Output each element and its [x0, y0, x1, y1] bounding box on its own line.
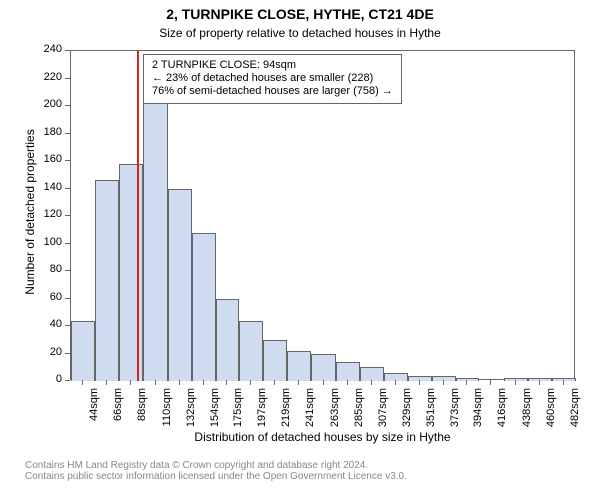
histogram-bar — [336, 362, 360, 381]
y-tick — [65, 78, 70, 79]
x-tick — [130, 380, 131, 385]
x-tick-label: 329sqm — [401, 388, 413, 438]
histogram-bar — [95, 180, 119, 381]
x-tick-label: 285sqm — [353, 388, 365, 438]
x-tick — [515, 380, 516, 385]
x-tick-label: 438sqm — [521, 388, 533, 438]
y-tick — [65, 215, 70, 216]
footer-line-1: Contains HM Land Registry data © Crown c… — [25, 460, 407, 471]
x-tick — [250, 380, 251, 385]
x-tick — [226, 380, 227, 385]
x-tick — [347, 380, 348, 385]
y-tick-label: 220 — [30, 71, 62, 83]
y-tick-label: 180 — [30, 126, 62, 138]
y-tick — [65, 270, 70, 271]
histogram-bar — [408, 376, 432, 382]
footer: Contains HM Land Registry data © Crown c… — [25, 460, 407, 482]
y-tick — [65, 353, 70, 354]
x-tick — [563, 380, 564, 385]
x-tick-label: 263sqm — [329, 388, 341, 438]
y-tick — [65, 243, 70, 244]
y-tick — [65, 188, 70, 189]
y-tick-label: 140 — [30, 181, 62, 193]
y-tick-label: 40 — [30, 318, 62, 330]
x-tick — [179, 380, 180, 385]
x-tick — [371, 380, 372, 385]
y-tick-label: 60 — [30, 291, 62, 303]
x-tick-label: 482sqm — [569, 388, 581, 438]
histogram-bar — [263, 340, 287, 381]
y-tick — [65, 160, 70, 161]
y-tick — [65, 325, 70, 326]
histogram-bar — [71, 321, 95, 382]
y-tick-label: 120 — [30, 208, 62, 220]
x-tick-label: 197sqm — [256, 388, 268, 438]
y-tick-label: 240 — [30, 43, 62, 55]
y-tick — [65, 50, 70, 51]
x-tick-label: 241sqm — [304, 388, 316, 438]
x-tick-label: 219sqm — [280, 388, 292, 438]
x-tick — [539, 380, 540, 385]
y-tick — [65, 298, 70, 299]
x-tick — [298, 380, 299, 385]
chart-subtitle: Size of property relative to detached ho… — [0, 26, 600, 40]
histogram-bar — [287, 351, 311, 381]
x-tick-label: 175sqm — [232, 388, 244, 438]
x-tick-label: 66sqm — [112, 388, 124, 438]
annotation-line-1: 2 TURNPIKE CLOSE: 94sqm — [152, 59, 393, 72]
histogram-bar — [360, 367, 384, 381]
histogram-bar — [143, 101, 167, 382]
x-tick-label: 416sqm — [496, 388, 508, 438]
x-tick — [490, 380, 491, 385]
histogram-bar — [192, 233, 216, 382]
y-tick-label: 200 — [30, 98, 62, 110]
x-tick-label: 44sqm — [88, 388, 100, 438]
x-tick — [155, 380, 156, 385]
y-tick — [65, 380, 70, 381]
x-tick — [323, 380, 324, 385]
histogram-bar — [239, 321, 263, 382]
y-tick-label: 20 — [30, 346, 62, 358]
x-tick-label: 351sqm — [425, 388, 437, 438]
annotation-line-2: ← 23% of detached houses are smaller (22… — [152, 72, 393, 85]
y-tick-label: 100 — [30, 236, 62, 248]
reference-line — [137, 51, 139, 381]
y-tick — [65, 105, 70, 106]
x-tick — [395, 380, 396, 385]
y-tick-label: 80 — [30, 263, 62, 275]
histogram-bar — [311, 354, 335, 382]
x-tick-label: 154sqm — [209, 388, 221, 438]
histogram-bar — [456, 378, 479, 381]
chart-container: { "title": "2, TURNPIKE CLOSE, HYTHE, CT… — [0, 0, 600, 500]
x-tick-label: 373sqm — [449, 388, 461, 438]
x-tick — [419, 380, 420, 385]
chart-title: 2, TURNPIKE CLOSE, HYTHE, CT21 4DE — [0, 6, 600, 22]
x-tick-label: 307sqm — [377, 388, 389, 438]
x-tick — [203, 380, 204, 385]
x-tick-label: 132sqm — [185, 388, 197, 438]
y-tick-label: 0 — [30, 373, 62, 385]
footer-line-2: Contains public sector information licen… — [25, 471, 407, 482]
y-tick-label: 160 — [30, 153, 62, 165]
x-tick — [274, 380, 275, 385]
x-tick — [443, 380, 444, 385]
x-tick-label: 88sqm — [136, 388, 148, 438]
x-tick — [106, 380, 107, 385]
histogram-bar — [168, 189, 192, 382]
x-tick — [82, 380, 83, 385]
x-tick-label: 460sqm — [545, 388, 557, 438]
x-tick-label: 110sqm — [161, 388, 173, 438]
x-tick — [466, 380, 467, 385]
histogram-bar — [216, 299, 239, 382]
annotation-box: 2 TURNPIKE CLOSE: 94sqm ← 23% of detache… — [143, 54, 402, 104]
y-tick — [65, 133, 70, 134]
annotation-line-3: 76% of semi-detached houses are larger (… — [152, 85, 393, 98]
x-tick-label: 394sqm — [472, 388, 484, 438]
histogram-bar — [119, 164, 143, 381]
